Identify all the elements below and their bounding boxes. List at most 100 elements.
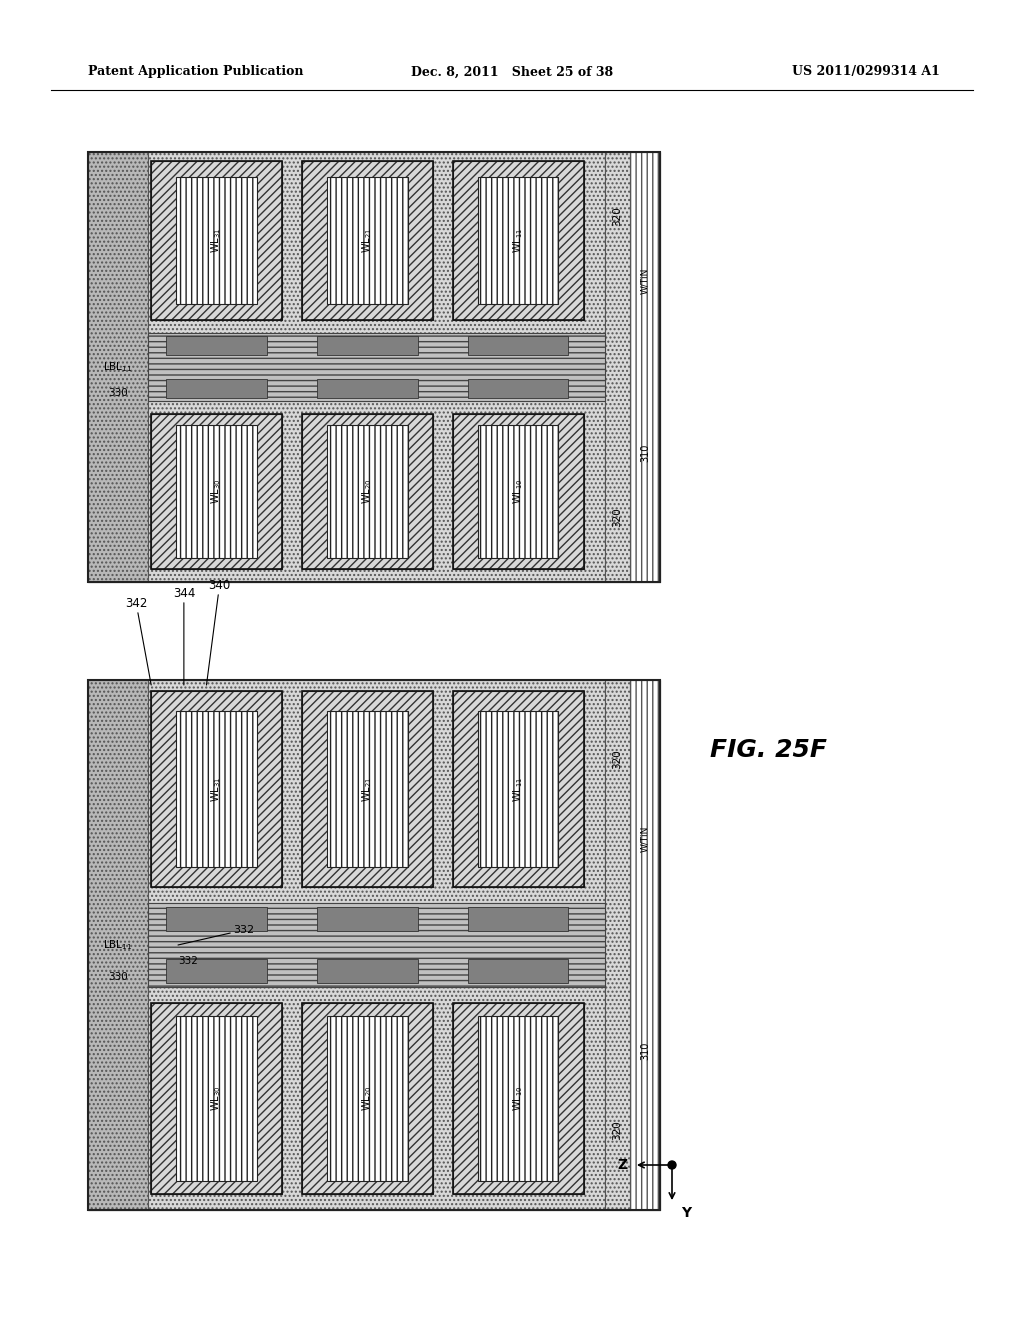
Bar [176,1016,257,1181]
Bar [88,152,660,582]
Text: 332: 332 [178,925,254,945]
Bar [453,414,584,569]
Text: $\mathregular{WL_{30}}$: $\mathregular{WL_{30}}$ [210,1086,223,1111]
Text: $\mathregular{WL_{20}}$: $\mathregular{WL_{20}}$ [360,1086,374,1111]
Bar [148,987,605,1210]
Bar [176,710,257,867]
Bar [302,1003,433,1195]
Bar [605,680,630,1210]
Text: 320: 320 [612,1121,623,1140]
Bar [302,414,433,569]
Text: $\mathregular{WL_{10}}$: $\mathregular{WL_{10}}$ [511,479,525,504]
Bar [302,161,433,319]
Bar [478,710,558,867]
Bar [88,680,148,1210]
Text: Patent Application Publication: Patent Application Publication [88,66,303,78]
Text: $\mathregular{WL_{30}}$: $\mathregular{WL_{30}}$ [210,479,223,504]
Bar [152,161,282,319]
Bar [302,161,433,319]
Text: 320: 320 [612,207,623,226]
Text: W/TiN: W/TiN [640,826,649,853]
Circle shape [668,1162,676,1170]
Bar [166,907,267,931]
Bar [152,414,282,569]
Text: 342: 342 [125,597,152,685]
Text: 332: 332 [178,956,198,966]
Text: $\mathregular{WL_{11}}$: $\mathregular{WL_{11}}$ [511,776,525,801]
Text: Z: Z [616,1158,627,1172]
Bar [302,692,433,887]
Bar [152,414,282,569]
Bar [166,960,267,983]
Bar [148,333,605,401]
Bar [88,680,660,1210]
Bar [468,960,568,983]
Text: 310: 310 [640,444,650,462]
Text: 344: 344 [173,587,195,685]
Bar [302,692,433,887]
Bar [152,692,282,887]
Bar [148,680,605,903]
Bar [152,1003,282,1195]
Bar [453,414,584,569]
Bar [327,177,408,304]
Bar [453,692,584,887]
Text: W/TiN: W/TiN [640,268,649,294]
Text: LBL$_{11}$: LBL$_{11}$ [103,360,133,374]
Text: 330: 330 [109,972,128,982]
Bar [166,379,267,397]
Text: $\mathregular{WL_{31}}$: $\mathregular{WL_{31}}$ [210,776,223,801]
Bar [478,425,558,558]
Bar [88,152,660,582]
Bar [468,907,568,931]
Bar [317,379,418,397]
Bar [327,1016,408,1181]
Bar [453,1003,584,1195]
Text: $\mathregular{WL_{21}}$: $\mathregular{WL_{21}}$ [360,776,374,801]
Bar [148,152,605,333]
Text: $\mathregular{WL_{21}}$: $\mathregular{WL_{21}}$ [360,228,374,253]
Bar [176,425,257,558]
Bar [478,1016,558,1181]
Bar [468,337,568,355]
Bar [166,337,267,355]
Text: Y: Y [681,1206,691,1220]
Bar [176,177,257,304]
Text: LBL$_{11}$: LBL$_{11}$ [103,939,133,952]
Text: 340: 340 [207,579,230,685]
Bar [152,692,282,887]
Bar [317,337,418,355]
Text: 330: 330 [109,388,128,397]
Bar [327,425,408,558]
Bar [88,680,660,1210]
Text: 310: 310 [640,1041,650,1060]
Text: 320: 320 [612,750,623,770]
Text: $\mathregular{WL_{31}}$: $\mathregular{WL_{31}}$ [210,228,223,253]
Bar [605,152,630,582]
Bar [148,903,605,987]
Bar [453,161,584,319]
Bar [317,907,418,931]
Text: US 2011/0299314 A1: US 2011/0299314 A1 [793,66,940,78]
Bar [327,710,408,867]
Bar [302,414,433,569]
Bar [88,152,148,582]
Text: 320: 320 [612,508,623,528]
Bar [152,1003,282,1195]
Text: $\mathregular{WL_{11}}$: $\mathregular{WL_{11}}$ [511,228,525,253]
Text: $\mathregular{WL_{10}}$: $\mathregular{WL_{10}}$ [511,1086,525,1111]
Bar [302,1003,433,1195]
Text: FIG. 25F: FIG. 25F [710,738,827,762]
Bar [152,161,282,319]
Text: Dec. 8, 2011   Sheet 25 of 38: Dec. 8, 2011 Sheet 25 of 38 [411,66,613,78]
Bar [453,1003,584,1195]
Bar [468,379,568,397]
Bar [630,680,660,1210]
Bar [317,960,418,983]
Text: $\mathregular{WL_{20}}$: $\mathregular{WL_{20}}$ [360,479,374,504]
Bar [453,161,584,319]
Bar [453,692,584,887]
Bar [478,177,558,304]
Bar [630,152,660,582]
Bar [148,401,605,582]
